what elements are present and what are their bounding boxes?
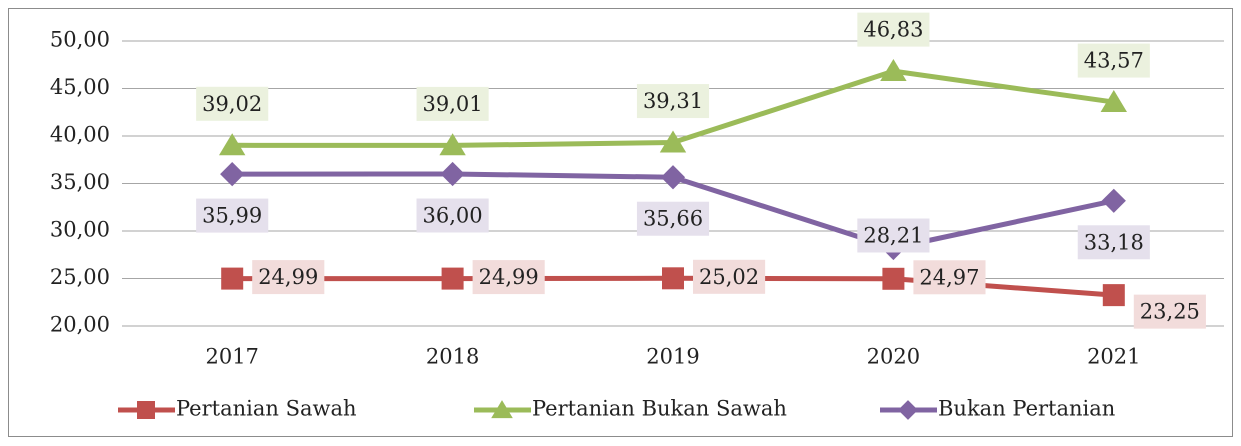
marker [439, 133, 466, 156]
data-label-group: 25,02 [693, 259, 766, 294]
marker [440, 161, 465, 187]
data-label-group: 36,00 [416, 198, 489, 233]
data-label-group: 28,21 [857, 218, 930, 253]
data-label: 39,31 [643, 89, 703, 113]
data-label-bg [857, 12, 930, 47]
marker [662, 267, 684, 290]
data-label: 25,02 [699, 265, 759, 289]
data-label-group: 23,25 [1133, 294, 1206, 329]
data-label-group: 33,18 [1077, 225, 1150, 260]
marker [1101, 188, 1126, 213]
marker [659, 130, 687, 153]
data-label: 46,83 [863, 18, 923, 42]
data-label-group: 35,66 [636, 201, 710, 236]
data-label: 36,00 [423, 204, 483, 228]
y-tick-label: 45,00 [50, 75, 110, 99]
marker [441, 267, 464, 290]
data-label: 28,21 [863, 224, 923, 248]
x-tick-label: 2019 [646, 345, 699, 369]
y-tick-label: 25,00 [50, 265, 110, 289]
x-tick-label: 2020 [867, 345, 920, 369]
data-label-bg [1077, 43, 1150, 78]
marker [219, 133, 246, 156]
legend-marker [898, 400, 918, 420]
data-label-bg [416, 198, 489, 233]
data-label-bg [416, 86, 489, 121]
marker [1102, 284, 1125, 307]
legend-marker [137, 401, 155, 419]
data-label: 43,57 [1084, 49, 1144, 73]
marker [220, 161, 245, 187]
data-label-group: 24,99 [252, 260, 325, 295]
marker [660, 165, 686, 190]
data-label-group: 46,83 [857, 12, 930, 47]
y-tick-label: 20,00 [50, 313, 110, 337]
data-label-group: 24,99 [472, 260, 545, 295]
data-label: 24,97 [919, 265, 979, 289]
data-label: 35,99 [202, 204, 262, 228]
data-label-group: 35,99 [196, 198, 269, 233]
data-label-bg [636, 201, 710, 236]
legend-label: Bukan Pertanian [938, 397, 1115, 421]
data-label-bg [857, 218, 930, 253]
data-label-group: 43,57 [1077, 43, 1150, 78]
data-label-bg [693, 259, 766, 294]
y-tick-label: 35,00 [50, 170, 110, 194]
data-label: 24,99 [479, 265, 539, 289]
y-tick-label: 50,00 [50, 28, 110, 52]
y-tick-label: 30,00 [50, 218, 110, 242]
marker [1100, 89, 1127, 112]
data-label-bg [196, 86, 269, 121]
data-label-bg [636, 84, 710, 119]
data-label-group: 39,02 [196, 86, 269, 121]
data-label-group: 24,97 [913, 260, 986, 295]
data-label-bg [913, 260, 986, 295]
x-tick-label: 2017 [205, 345, 258, 369]
data-label-bg [1133, 294, 1206, 329]
marker [221, 267, 244, 290]
data-label: 23,25 [1140, 300, 1200, 324]
data-label-bg [1077, 225, 1150, 260]
legend-label: Pertanian Bukan Sawah [532, 397, 787, 421]
data-label-bg [252, 260, 325, 295]
data-label: 35,66 [643, 207, 703, 231]
data-label: 39,01 [423, 92, 483, 116]
data-label: 24,99 [258, 265, 318, 289]
legend-marker [491, 400, 513, 419]
chart-border [8, 8, 1233, 437]
x-tick-label: 2018 [426, 345, 479, 369]
marker [882, 267, 905, 290]
data-label-group: 39,01 [416, 86, 489, 121]
data-label-bg [472, 260, 545, 295]
legend-label: Pertanian Sawah [176, 397, 357, 421]
y-tick-label: 40,00 [50, 123, 110, 147]
x-tick-label: 2021 [1087, 345, 1140, 369]
data-label-group: 39,31 [636, 84, 710, 119]
data-label: 33,18 [1084, 230, 1144, 254]
data-label-bg [196, 198, 269, 233]
marker [880, 59, 907, 82]
data-label: 39,02 [202, 92, 262, 116]
